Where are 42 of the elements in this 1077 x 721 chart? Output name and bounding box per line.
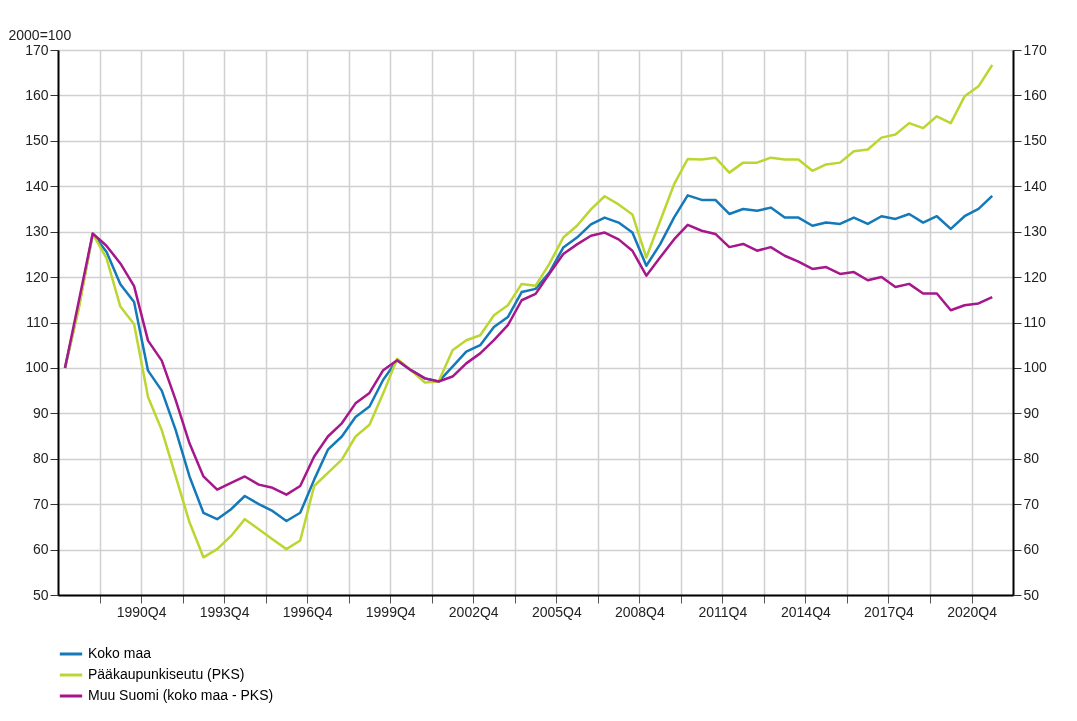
y-tick-label: 150	[25, 132, 49, 149]
y-tick-label: 80	[32, 450, 49, 467]
y2-tick-label: 170	[1023, 41, 1048, 58]
x-tick-label: 2020Q4	[947, 603, 998, 620]
y-tick-label: 170	[25, 41, 49, 58]
y-tick-label: 140	[25, 177, 49, 194]
y2-tick-label: 80	[1023, 450, 1040, 467]
x-tick-label: 2011Q4	[698, 603, 748, 620]
x-tick-label: 2005Q4	[531, 603, 582, 620]
y2-tick-label: 100	[1023, 359, 1048, 376]
x-tick-label: 1996Q4	[282, 603, 333, 620]
y-tick-label: 90	[32, 404, 49, 421]
y-tick-label: 160	[25, 86, 49, 103]
x-tick-label: 2017Q4	[864, 603, 915, 620]
y-tick-label: 110	[26, 314, 49, 330]
y2-tick-label: 160	[1023, 86, 1048, 103]
x-tick-label: 1999Q4	[365, 603, 416, 620]
y2-tick-label: 110	[1023, 314, 1047, 330]
y2-tick-label: 60	[1023, 541, 1040, 558]
legend-label: Pääkaupunkiseutu (PKS)	[88, 666, 245, 682]
y-tick-label: 120	[25, 268, 49, 285]
y-tick-label: 70	[32, 495, 49, 512]
y-tick-label: 50	[32, 586, 49, 603]
y-tick-label: 60	[32, 541, 49, 558]
y2-tick-label: 90	[1023, 404, 1040, 421]
x-tick-label: 1990Q4	[116, 603, 167, 620]
x-tick-label: 2002Q4	[448, 603, 499, 620]
legend-label: Koko maa	[88, 645, 152, 661]
y2-tick-label: 50	[1023, 586, 1040, 603]
y2-tick-label: 150	[1023, 132, 1048, 149]
y2-tick-label: 70	[1023, 495, 1040, 512]
y2-tick-label: 130	[1023, 223, 1048, 240]
y-tick-label: 100	[25, 359, 49, 376]
legend-label: Muu Suomi (koko maa - PKS)	[88, 687, 274, 703]
y2-tick-label: 140	[1023, 177, 1048, 194]
x-tick-label: 1993Q4	[199, 603, 250, 620]
y-tick-label: 130	[25, 223, 49, 240]
y2-tick-label: 120	[1023, 268, 1048, 285]
line-series	[63, 223, 994, 496]
x-tick-label: 2008Q4	[614, 603, 665, 620]
x-tick-label: 2014Q4	[781, 603, 832, 620]
y-axis-title: 2000=100	[8, 26, 72, 43]
